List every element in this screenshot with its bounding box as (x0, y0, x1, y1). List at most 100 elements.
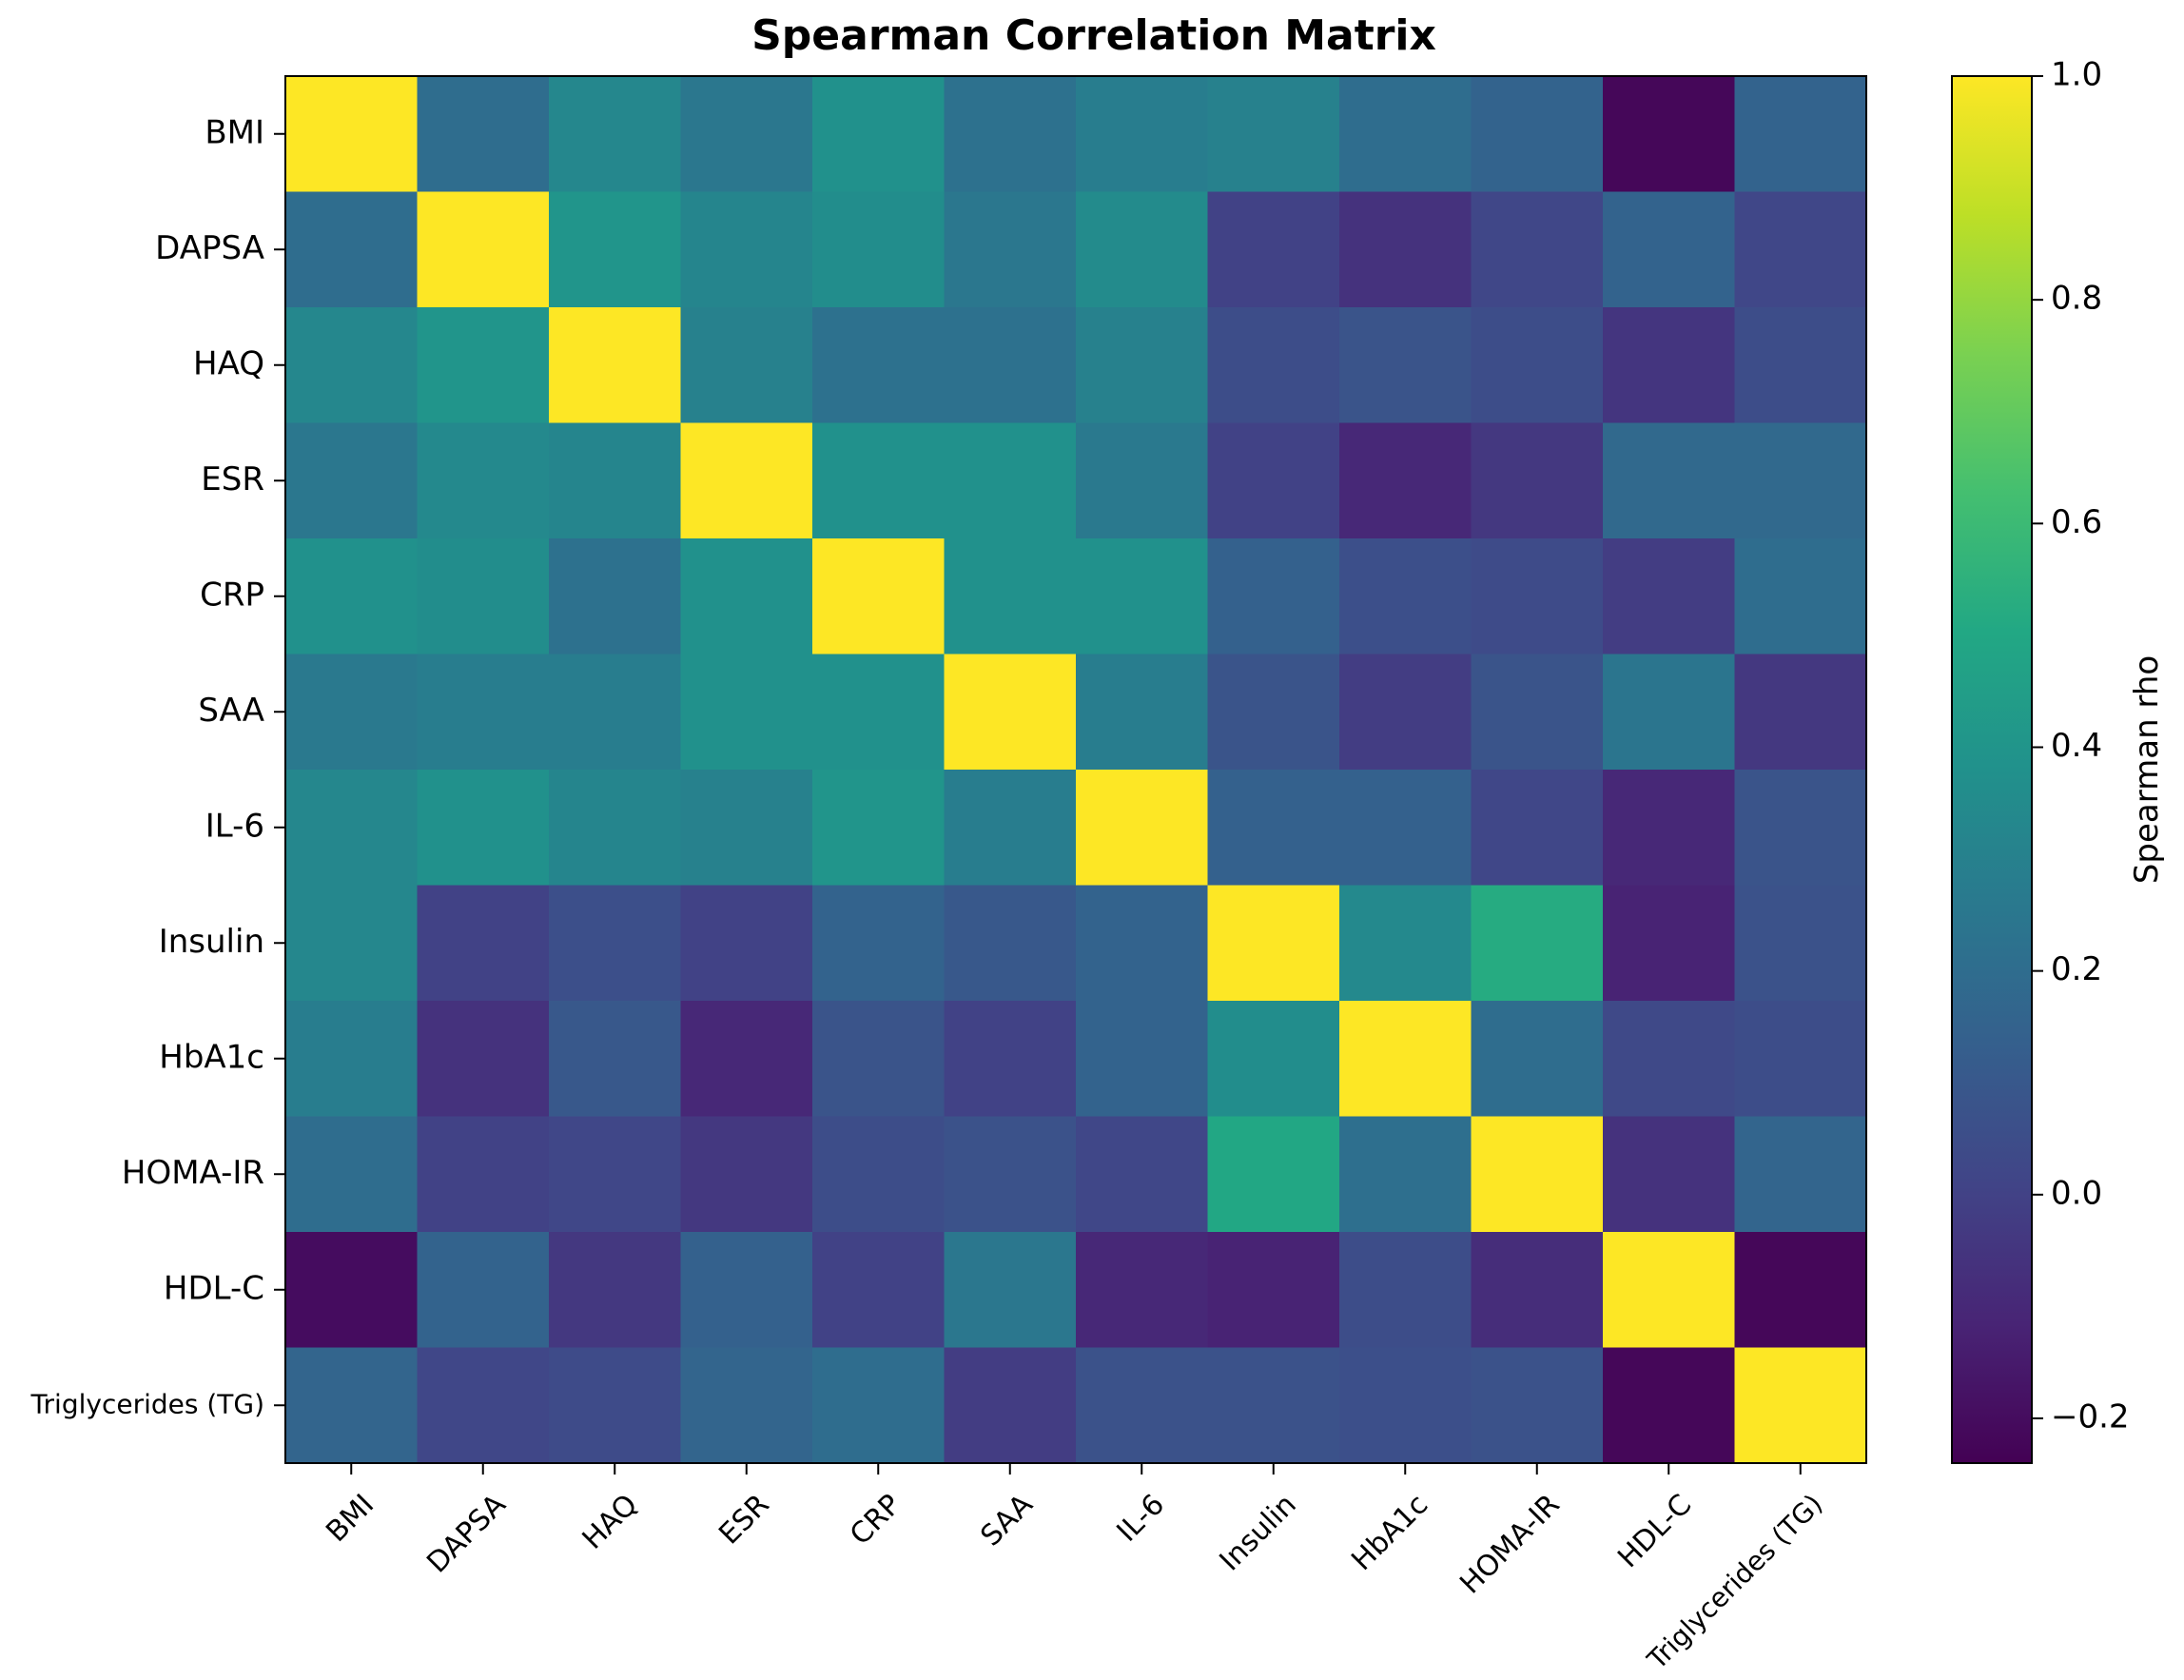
y-tick-label-il-6: IL-6 (205, 807, 264, 845)
heatmap-cell-dapsa-homa-ir (1471, 191, 1604, 308)
heatmap-cell-bmi-crp (812, 76, 946, 193)
heatmap-cell-hdl-c-crp (812, 1232, 946, 1349)
heatmap-cell-triglycerides-tg-hdl-c (1603, 1347, 1736, 1464)
x-tick-label-saa: SAA (974, 1488, 1040, 1553)
heatmap-cell-homa-ir-crp (812, 1116, 946, 1233)
colorbar-tick-label: 0.0 (2051, 1174, 2102, 1212)
heatmap-cell-crp-triglycerides-tg (1734, 538, 1867, 655)
heatmap-cell-insulin-hdl-c (1603, 885, 1736, 1002)
heatmap-cell-esr-insulin (1207, 422, 1340, 539)
x-tick-label-bmi: BMI (320, 1488, 380, 1549)
heatmap-cell-bmi-insulin (1207, 76, 1340, 193)
heatmap-cell-hdl-c-insulin (1207, 1232, 1340, 1349)
heatmap-cell-saa-il-6 (1076, 654, 1209, 771)
heatmap-cell-haq-homa-ir (1471, 307, 1604, 424)
heatmap-cell-hdl-c-bmi (285, 1232, 419, 1349)
heatmap-cell-crp-hba1c (1339, 538, 1472, 655)
heatmap-cell-il-6-haq (549, 770, 682, 887)
x-tick-label-haq: HAQ (576, 1488, 645, 1556)
heatmap-cell-insulin-triglycerides-tg (1734, 885, 1867, 1002)
heatmap-cell-dapsa-esr (680, 191, 813, 308)
heatmap-cell-esr-dapsa (417, 422, 550, 539)
heatmap-cell-saa-dapsa (417, 654, 550, 771)
heatmap-cell-hba1c-bmi (285, 1001, 419, 1118)
heatmap-cell-il-6-homa-ir (1471, 770, 1604, 887)
heatmap-cell-esr-hba1c (1339, 422, 1472, 539)
heatmap-cell-haq-crp (812, 307, 946, 424)
heatmap-cell-hba1c-crp (812, 1001, 946, 1118)
heatmap-cell-homa-ir-saa (944, 1116, 1077, 1233)
heatmap-cell-hdl-c-homa-ir (1471, 1232, 1604, 1349)
heatmap-cell-hba1c-hdl-c (1603, 1001, 1736, 1118)
heatmap-cell-esr-bmi (285, 422, 419, 539)
heatmap-cell-triglycerides-tg-esr (680, 1347, 813, 1464)
heatmap-cell-haq-insulin (1207, 307, 1340, 424)
heatmap-cell-triglycerides-tg-il-6 (1076, 1347, 1209, 1464)
heatmap-cell-saa-saa (944, 654, 1077, 771)
heatmap-cell-esr-il-6 (1076, 422, 1209, 539)
heatmap-cell-hdl-c-dapsa (417, 1232, 550, 1349)
heatmap-cell-haq-bmi (285, 307, 419, 424)
heatmap-cell-triglycerides-tg-dapsa (417, 1347, 550, 1464)
heatmap-cell-crp-dapsa (417, 538, 550, 655)
heatmap-cell-homa-ir-haq (549, 1116, 682, 1233)
heatmap-cell-hdl-c-triglycerides-tg (1734, 1232, 1867, 1349)
heatmap-cell-saa-bmi (285, 654, 419, 771)
heatmap-cell-insulin-crp (812, 885, 946, 1002)
heatmap-cell-haq-triglycerides-tg (1734, 307, 1867, 424)
heatmap-cell-esr-saa (944, 422, 1077, 539)
heatmap-cell-hba1c-triglycerides-tg (1734, 1001, 1867, 1118)
heatmap-cell-il-6-bmi (285, 770, 419, 887)
heatmap-cell-hdl-c-saa (944, 1232, 1077, 1349)
heatmap-cell-crp-insulin (1207, 538, 1340, 655)
colorbar-tick-label: 0.4 (2051, 727, 2102, 765)
heatmap-cell-hdl-c-esr (680, 1232, 813, 1349)
heatmap-cell-homa-ir-insulin (1207, 1116, 1340, 1233)
heatmap-cell-saa-triglycerides-tg (1734, 654, 1867, 771)
heatmap-cell-crp-haq (549, 538, 682, 655)
heatmap-cell-esr-haq (549, 422, 682, 539)
colorbar-tick-label: 0.2 (2051, 950, 2102, 988)
heatmap-cell-hba1c-homa-ir (1471, 1001, 1604, 1118)
y-tick-label-haq: HAQ (193, 344, 264, 382)
y-tick-label-dapsa: DAPSA (155, 229, 264, 267)
heatmap-cell-hba1c-haq (549, 1001, 682, 1118)
heatmap-cell-esr-triglycerides-tg (1734, 422, 1867, 539)
heatmap-cell-crp-crp (812, 538, 946, 655)
colorbar-ticks: −0.2 0.0 0.2 0.4 0.6 0.8 1.0 (2032, 56, 2130, 1436)
heatmap-cell-bmi-esr (680, 76, 813, 193)
heatmap-cell-crp-bmi (285, 538, 419, 655)
heatmap-cell-triglycerides-tg-haq (549, 1347, 682, 1464)
heatmap-cell-bmi-homa-ir (1471, 76, 1604, 193)
plot-frame (284, 75, 1867, 1464)
heatmap-cell-homa-ir-hba1c (1339, 1116, 1472, 1233)
y-tick-label-hba1c: HbA1c (159, 1038, 264, 1076)
y-tick-label-triglycerides-tg: Triglycerides (TG) (30, 1388, 264, 1419)
heatmap-cell-dapsa-hba1c (1339, 191, 1472, 308)
heatmap-cell-bmi-hdl-c (1603, 76, 1736, 193)
heatmap-cell-saa-homa-ir (1471, 654, 1604, 771)
heatmap-cell-haq-hdl-c (1603, 307, 1736, 424)
heatmap-cell-crp-homa-ir (1471, 538, 1604, 655)
x-tick-label-hdl-c: HDL-C (1611, 1488, 1698, 1574)
heatmap-cell-saa-crp (812, 654, 946, 771)
heatmap-cell-bmi-il-6 (1076, 76, 1209, 193)
y-tick-label-saa: SAA (198, 692, 264, 730)
heatmap-cell-il-6-insulin (1207, 770, 1340, 887)
heatmap-cell-insulin-dapsa (417, 885, 550, 1002)
heatmap-cell-bmi-hba1c (1339, 76, 1472, 193)
heatmap-cell-hba1c-hba1c (1339, 1001, 1472, 1118)
heatmap-cell-homa-ir-il-6 (1076, 1116, 1209, 1233)
heatmap-cell-hba1c-esr (680, 1001, 813, 1118)
heatmap-cell-hdl-c-il-6 (1076, 1232, 1209, 1349)
heatmap-cell-dapsa-bmi (285, 191, 419, 308)
heatmap-cell-hba1c-saa (944, 1001, 1077, 1118)
y-tick-label-crp: CRP (200, 576, 264, 614)
heatmap-cell-il-6-il-6 (1076, 770, 1209, 887)
heatmap-cell-il-6-esr (680, 770, 813, 887)
colorbar-label: Spearman rho (2128, 655, 2166, 884)
heatmap-cell-haq-haq (549, 307, 682, 424)
heatmap-cell-haq-saa (944, 307, 1077, 424)
x-tick-label-esr: ESR (712, 1488, 775, 1551)
